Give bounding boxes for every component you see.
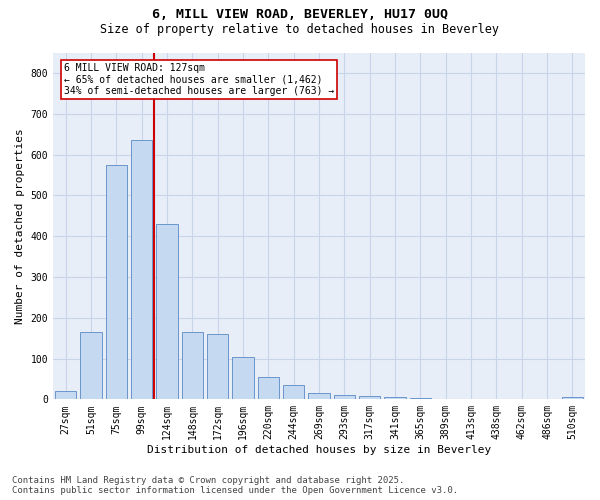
Bar (562, 398, 583, 400)
Bar (131, 140, 152, 400)
Bar (334, 396, 355, 400)
Bar (156, 224, 178, 400)
Bar (257, 377, 279, 400)
Bar (182, 332, 203, 400)
Text: Contains HM Land Registry data © Crown copyright and database right 2025.
Contai: Contains HM Land Registry data © Crown c… (12, 476, 458, 495)
Bar (232, 358, 254, 400)
Bar (80, 332, 102, 400)
Bar (207, 334, 229, 400)
X-axis label: Distribution of detached houses by size in Beverley: Distribution of detached houses by size … (147, 445, 491, 455)
Text: 6 MILL VIEW ROAD: 127sqm
← 65% of detached houses are smaller (1,462)
34% of sem: 6 MILL VIEW ROAD: 127sqm ← 65% of detach… (64, 63, 334, 96)
Bar (308, 393, 330, 400)
Bar (384, 398, 406, 400)
Bar (359, 396, 380, 400)
Bar (410, 398, 431, 400)
Bar (55, 391, 76, 400)
Text: 6, MILL VIEW ROAD, BEVERLEY, HU17 0UQ: 6, MILL VIEW ROAD, BEVERLEY, HU17 0UQ (152, 8, 448, 20)
Text: Size of property relative to detached houses in Beverley: Size of property relative to detached ho… (101, 22, 499, 36)
Bar (435, 398, 457, 400)
Bar (283, 385, 304, 400)
Bar (106, 164, 127, 400)
Y-axis label: Number of detached properties: Number of detached properties (15, 128, 25, 324)
